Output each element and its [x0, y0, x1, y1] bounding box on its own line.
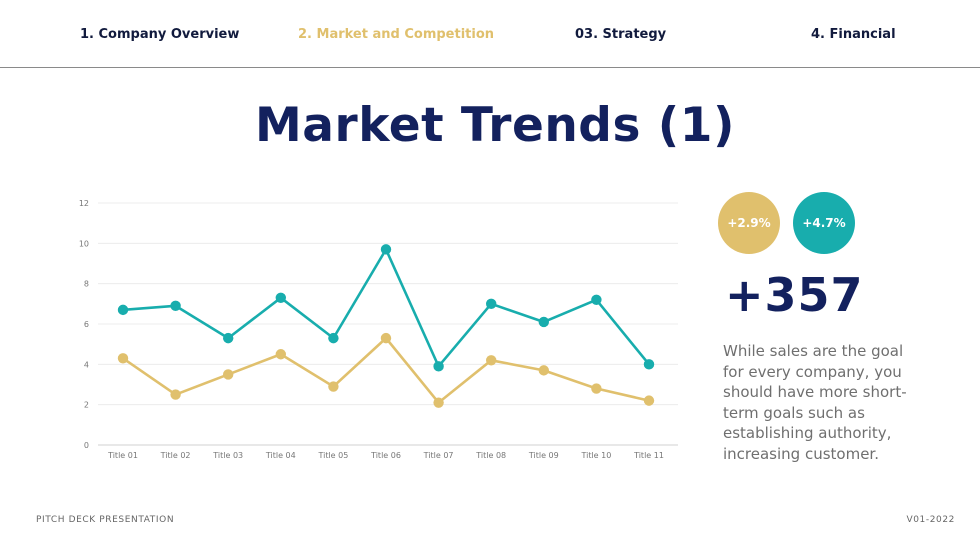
badge-gold-percentage: +2.9% — [718, 192, 780, 254]
data-point — [328, 381, 339, 392]
x-tick-label: Title 05 — [317, 451, 348, 460]
data-point — [275, 292, 286, 303]
data-point — [486, 355, 497, 366]
data-point — [591, 294, 602, 305]
data-point — [275, 349, 286, 360]
y-tick-label: 0 — [84, 441, 89, 450]
footer-presentation-label: PITCH DECK PRESENTATION — [36, 515, 175, 525]
data-point — [380, 332, 392, 344]
top-navigation: 1. Company Overview 2. Market and Compet… — [0, 0, 980, 68]
nav-company-overview[interactable]: 1. Company Overview — [80, 27, 240, 42]
data-point — [170, 389, 181, 400]
data-point — [117, 353, 129, 364]
x-tick-label: Title 11 — [633, 451, 664, 460]
data-point — [643, 359, 655, 370]
nav-financial[interactable]: 4. Financial — [811, 27, 896, 42]
data-point — [433, 397, 444, 408]
data-point — [223, 369, 234, 380]
y-tick-label: 2 — [84, 401, 89, 410]
badge-teal-percentage: +4.7% — [793, 192, 855, 254]
x-tick-label: Title 03 — [212, 451, 243, 460]
x-tick-label: Title 07 — [423, 451, 454, 460]
y-tick-label: 10 — [79, 239, 89, 248]
description-line: While sales are the goal — [723, 342, 904, 360]
market-trends-line-chart: 0 2 4 6 8 10 12 Title 01 Title 02 Title 03 Title 0… — [79, 199, 678, 460]
data-point — [643, 395, 655, 406]
x-tick-label: Title 01 — [107, 451, 138, 460]
data-point — [223, 332, 234, 344]
y-tick-label: 8 — [84, 280, 89, 289]
footer-version-label: V01-2022 — [906, 515, 955, 525]
nav-market-and-competition[interactable]: 2. Market and Competition — [298, 27, 495, 42]
data-point — [538, 316, 549, 328]
x-tick-label: Title 08 — [475, 451, 506, 460]
description-line: for every company, you — [723, 362, 902, 381]
data-point — [538, 365, 549, 376]
data-point — [591, 383, 602, 394]
description-line: term goals such as — [723, 403, 865, 422]
data-point — [328, 332, 339, 344]
x-tick-label: Title 04 — [265, 451, 296, 460]
x-tick-label: Title 10 — [580, 451, 611, 460]
description-line: establishing authority, — [723, 424, 892, 442]
y-tick-label: 4 — [84, 360, 89, 369]
x-tick-label: Title 09 — [528, 451, 559, 460]
x-tick-label: Title 02 — [160, 451, 191, 460]
data-point — [486, 298, 497, 310]
series-line — [122, 248, 651, 368]
data-point — [380, 244, 392, 255]
nav-strategy[interactable]: 03. Strategy — [575, 27, 667, 42]
data-point — [117, 304, 129, 316]
description-line: should have more short- — [723, 383, 907, 401]
y-tick-label: 6 — [84, 320, 89, 329]
page-title: Market Trends (1) — [255, 98, 735, 153]
data-point — [433, 361, 444, 372]
x-tick-label: Title 06 — [370, 451, 401, 460]
stat-description: While sales are the goal for every compa… — [723, 341, 913, 464]
description-line: increasing customer. — [723, 444, 879, 463]
series-line — [122, 336, 650, 404]
big-stat-number: +357 — [725, 268, 864, 322]
y-tick-label: 12 — [79, 199, 89, 208]
data-point — [170, 300, 181, 312]
